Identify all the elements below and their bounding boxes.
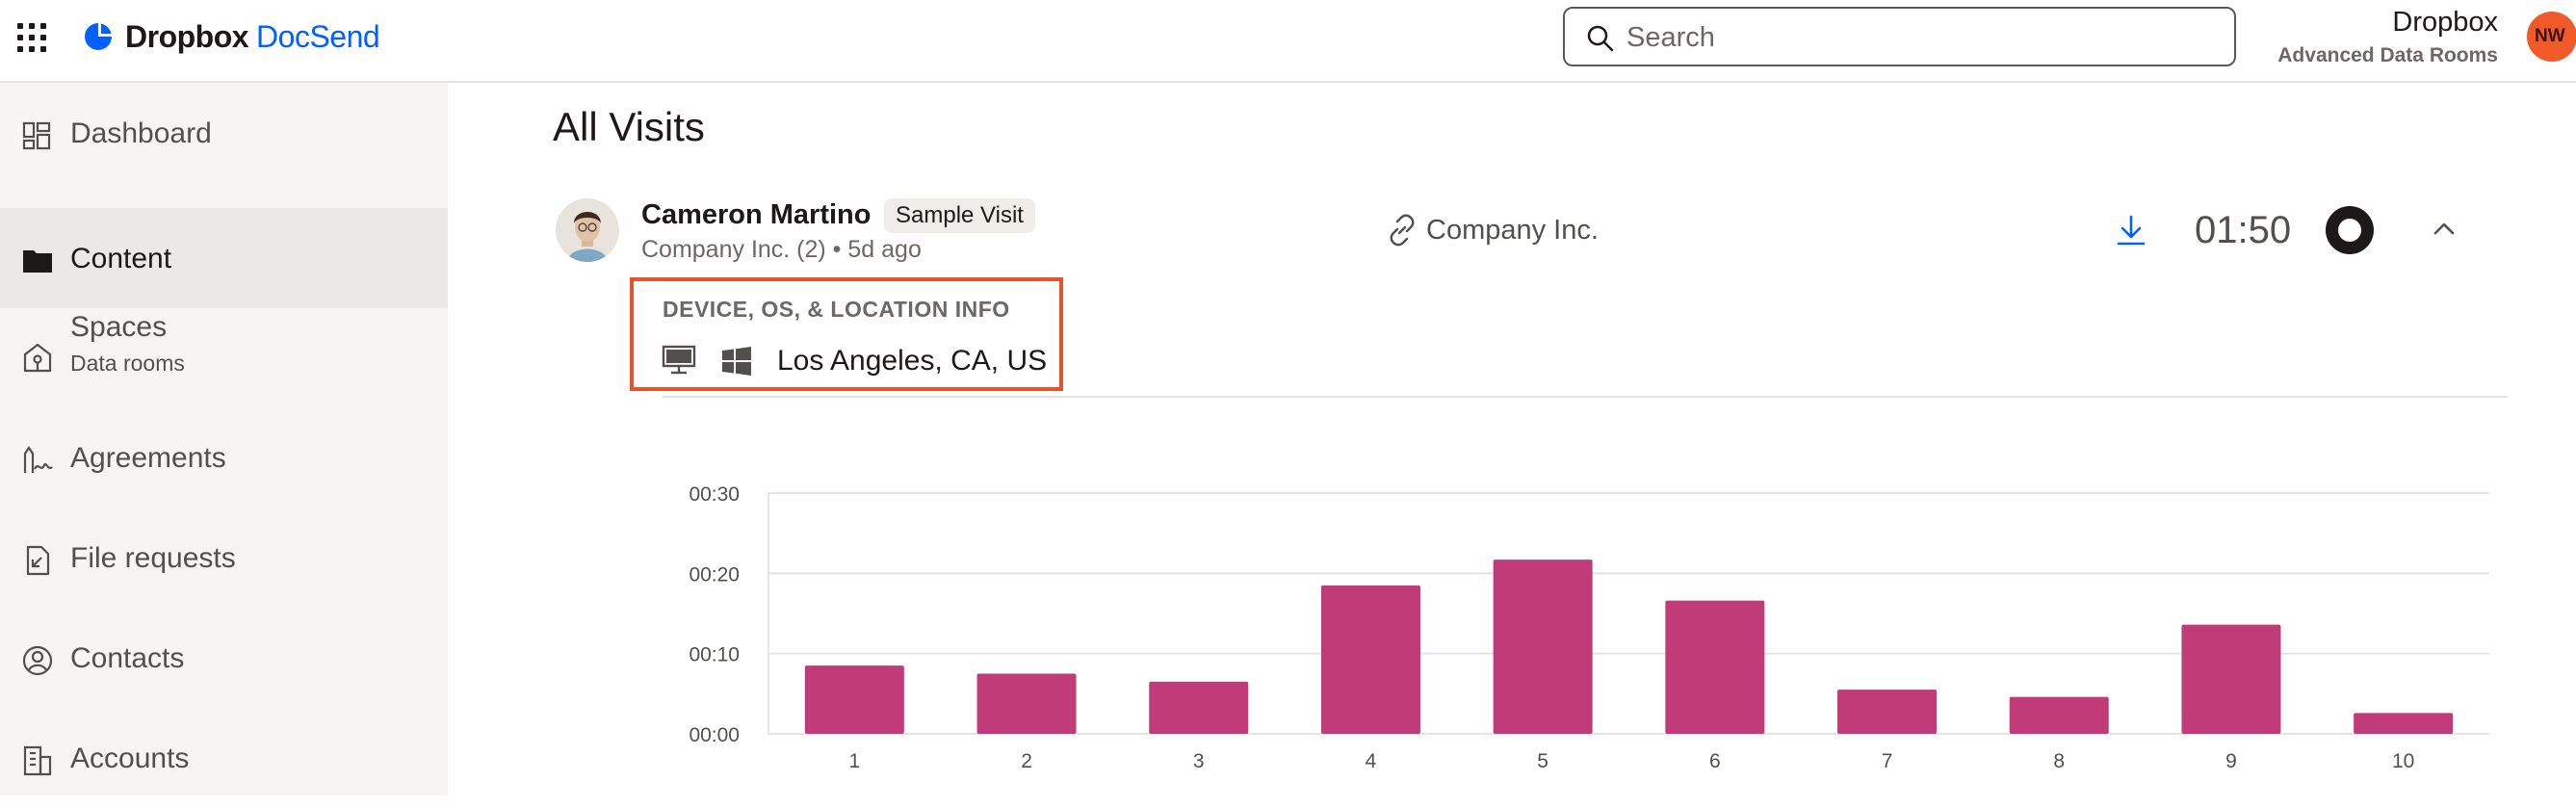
sidebar-item-content[interactable]: Content bbox=[0, 208, 448, 308]
windows-icon bbox=[722, 347, 751, 376]
brand-docsend: DocSend bbox=[256, 19, 380, 54]
y-tick-label: 00:10 bbox=[689, 644, 740, 666]
brand-dropbox: Dropbox bbox=[125, 19, 249, 54]
y-tick-label: 00:20 bbox=[689, 563, 740, 586]
sidebar-item-label: Contacts bbox=[70, 642, 185, 674]
chevron-up-icon[interactable] bbox=[2430, 220, 2459, 239]
visit-duration: 01:50 bbox=[2195, 209, 2292, 251]
chart-bar bbox=[1665, 600, 1765, 734]
link-name[interactable]: Company Inc. bbox=[1426, 215, 1599, 246]
completion-ring-icon bbox=[2326, 206, 2374, 254]
search-icon bbox=[1587, 25, 1614, 52]
spaces-icon bbox=[23, 343, 52, 373]
chart-bar bbox=[804, 665, 904, 734]
chart-bar bbox=[2354, 713, 2454, 734]
dashboard-icon bbox=[22, 121, 51, 150]
y-tick-label: 00:00 bbox=[689, 724, 740, 746]
chart-bar bbox=[1837, 690, 1938, 734]
sample-visit-badge: Sample Visit bbox=[884, 198, 1035, 233]
sidebar: Dashboard Content Spaces Data rooms Agre… bbox=[0, 83, 448, 795]
user-avatar[interactable]: NW bbox=[2527, 12, 2576, 62]
download-icon[interactable] bbox=[2115, 214, 2147, 247]
sidebar-item-label: File requests bbox=[70, 542, 236, 574]
sidebar-item-agreements[interactable]: Agreements bbox=[0, 407, 448, 508]
x-tick-label: 5 bbox=[1537, 750, 1548, 772]
sidebar-item-label: Accounts bbox=[70, 743, 190, 774]
sidebar-item-contacts[interactable]: Contacts bbox=[0, 608, 448, 708]
visitor-name[interactable]: Cameron Martino bbox=[641, 199, 872, 230]
sidebar-item-label: Content bbox=[70, 243, 172, 274]
chart-bar bbox=[2181, 624, 2281, 734]
x-tick-label: 7 bbox=[1882, 750, 1893, 772]
sidebar-item-dashboard[interactable]: Dashboard bbox=[0, 83, 448, 183]
chart-bar bbox=[1493, 560, 1593, 734]
device-info-title: DEVICE, OS, & LOCATION INFO bbox=[663, 297, 1010, 322]
search-input[interactable] bbox=[1625, 16, 2206, 59]
sidebar-item-accounts[interactable]: Accounts bbox=[0, 708, 448, 808]
sidebar-item-sublabel: Data rooms bbox=[70, 351, 185, 376]
x-tick-label: 8 bbox=[2053, 750, 2065, 772]
chart-bar bbox=[1149, 681, 1249, 734]
chart-bar bbox=[2009, 696, 2109, 734]
search-box[interactable] bbox=[1563, 7, 2236, 66]
account-plan: Advanced Data Rooms bbox=[2277, 44, 2498, 66]
brand-name[interactable]: Dropbox DocSend bbox=[125, 15, 380, 58]
contact-icon bbox=[22, 645, 53, 676]
x-tick-label: 9 bbox=[2225, 750, 2237, 772]
file-request-icon bbox=[26, 545, 50, 576]
account-name[interactable]: Dropbox bbox=[2392, 7, 2498, 38]
x-tick-label: 10 bbox=[2392, 750, 2414, 772]
visitor-meta: Company Inc. (2) • 5d ago bbox=[641, 236, 922, 263]
sidebar-item-label: Agreements bbox=[70, 442, 226, 474]
app-grid-icon[interactable] bbox=[15, 21, 48, 54]
chart-bar bbox=[976, 673, 1077, 734]
agreement-icon bbox=[23, 446, 53, 473]
device-info-highlight bbox=[630, 277, 1063, 391]
sidebar-item-spaces[interactable]: Spaces Data rooms bbox=[0, 308, 448, 424]
section-divider bbox=[663, 396, 2508, 398]
visitor-avatar bbox=[556, 198, 619, 262]
x-tick-label: 3 bbox=[1193, 750, 1205, 772]
y-tick-label: 00:30 bbox=[689, 483, 740, 506]
visit-duration-chart: 00:00 00:10 00:20 00:30 1 2 3 4 5 6 7 8 9 10 bbox=[689, 483, 2489, 772]
sidebar-item-label: Dashboard bbox=[70, 117, 212, 149]
sidebar-item-label: Spaces bbox=[70, 311, 168, 343]
docsend-logo-icon[interactable] bbox=[83, 21, 114, 52]
x-tick-label: 1 bbox=[849, 750, 861, 772]
desktop-icon bbox=[662, 345, 696, 375]
sidebar-item-file-requests[interactable]: File requests bbox=[0, 508, 448, 608]
folder-icon bbox=[23, 250, 52, 273]
x-tick-label: 4 bbox=[1366, 750, 1377, 772]
visit-location: Los Angeles, CA, US bbox=[777, 345, 1048, 377]
x-tick-label: 2 bbox=[1021, 750, 1032, 772]
accounts-icon bbox=[23, 745, 52, 776]
link-icon bbox=[1390, 214, 1415, 247]
x-tick-label: 6 bbox=[1709, 750, 1721, 772]
page-title: All Visits bbox=[553, 104, 705, 149]
chart-bar bbox=[1320, 585, 1420, 734]
